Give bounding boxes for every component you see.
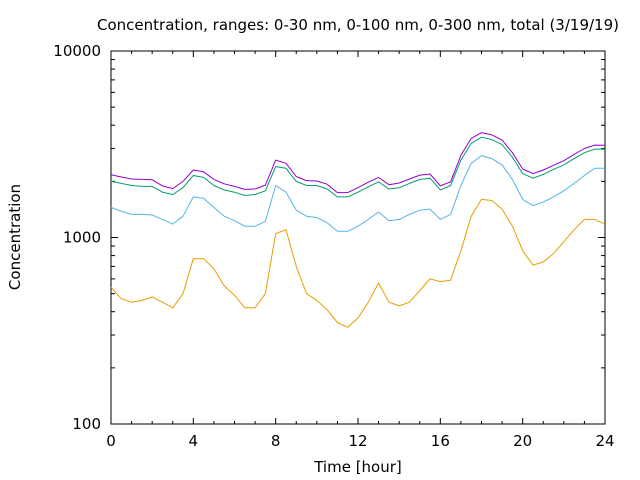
- y-tick-label: 1000: [63, 229, 101, 247]
- x-axis-label: Time [hour]: [313, 458, 402, 476]
- x-axis: 0 4 8 12 16 20 24: [106, 51, 615, 450]
- y-axis: 100 1000 10000: [53, 42, 605, 433]
- series-line-2: [110, 155, 605, 232]
- plot-frame: [110, 50, 606, 425]
- series-line-3: [110, 136, 605, 198]
- y-axis-label: Concentration: [6, 184, 24, 290]
- x-tick-label: 24: [595, 432, 614, 450]
- chart-title: Concentration, ranges: 0-30 nm, 0-100 nm…: [97, 16, 619, 34]
- x-tick-label: 20: [513, 432, 532, 450]
- series-line-4: [110, 132, 606, 194]
- plot-border: [110, 50, 606, 425]
- x-tick-label: 4: [189, 432, 199, 450]
- series-line-1: [110, 198, 606, 328]
- y-tick-label: 10000: [53, 42, 101, 60]
- y-tick-label: 100: [72, 415, 101, 433]
- series-layer: [110, 132, 606, 328]
- x-tick-label: 0: [106, 432, 116, 450]
- x-tick-label: 16: [431, 432, 450, 450]
- x-tick-label: 8: [271, 432, 281, 450]
- x-tick-label: 12: [348, 432, 367, 450]
